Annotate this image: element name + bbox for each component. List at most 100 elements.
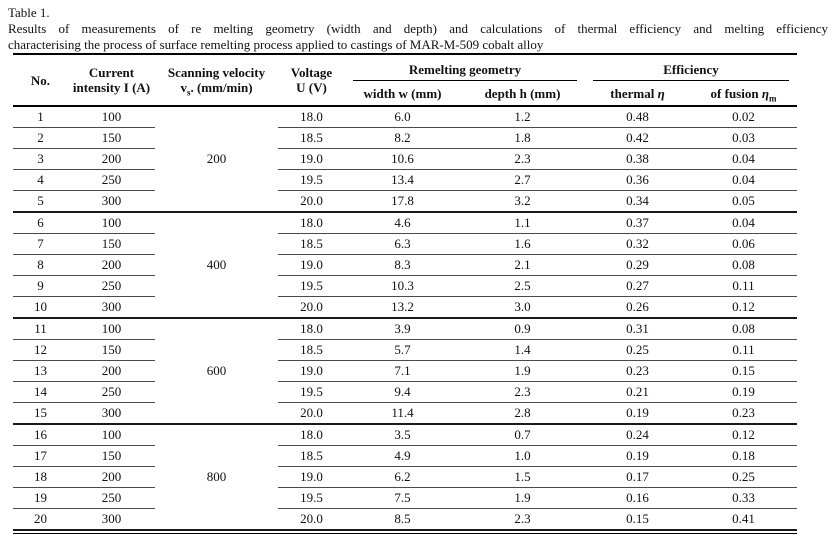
- table-row: 9 250 19.5 10.3 2.5 0.27 0.11: [13, 275, 798, 297]
- cell-depth: 0.9: [460, 318, 586, 340]
- cell-depth: 1.6: [460, 233, 586, 255]
- cell-width: 6.3: [345, 233, 460, 255]
- cell-current: 300: [68, 402, 155, 425]
- cell-no: 18: [13, 466, 68, 488]
- table-header: No. Current intensity I (A) Scanning vel…: [13, 54, 798, 107]
- cell-voltage: 18.5: [278, 339, 345, 361]
- cell-depth: 2.3: [460, 148, 586, 170]
- cell-no: 10: [13, 296, 68, 319]
- caption-label: Table 1.: [8, 5, 50, 20]
- cell-thermal: 0.31: [585, 318, 691, 340]
- table-row: 4 250 19.5 13.4 2.7 0.36 0.04: [13, 169, 798, 191]
- cell-voltage: 19.5: [278, 487, 345, 509]
- cell-voltage: 18.5: [278, 445, 345, 467]
- cell-current: 250: [68, 275, 155, 297]
- cell-no: 7: [13, 233, 68, 255]
- cell-no: 17: [13, 445, 68, 467]
- cell-width: 8.2: [345, 127, 460, 149]
- cell-thermal: 0.38: [585, 148, 691, 170]
- cell-fusion: 0.04: [690, 212, 798, 234]
- cell-fusion: 0.33: [690, 487, 798, 509]
- cell-fusion: 0.12: [690, 296, 798, 319]
- table-row: 16 100 800 18.0 3.5 0.7 0.24 0.12: [13, 424, 798, 531]
- cell-width: 13.4: [345, 169, 460, 191]
- header-group-efficiency: Efficiency: [585, 54, 797, 81]
- header-scanning-velocity: Scanning velocity vs. (mm/min): [155, 54, 278, 107]
- cell-current: 250: [68, 381, 155, 403]
- cell-current: 200: [68, 466, 155, 488]
- table-body: 1 100 200 18.0 6.0 1.2 0.48 0.02 2 150 18.5 8.2 1.8 0…: [13, 106, 798, 531]
- header-row-sub: width w (mm) depth h (mm) thermal η of f…: [13, 81, 798, 107]
- cell-current: 300: [68, 190, 155, 213]
- cell-voltage: 19.5: [278, 169, 345, 191]
- cell-voltage: 20.0: [278, 296, 345, 319]
- cell-width: 8.3: [345, 254, 460, 276]
- cell-fusion: 0.08: [690, 318, 798, 340]
- cell-width: 3.5: [345, 424, 460, 446]
- cell-current: 100: [68, 424, 155, 446]
- cell-current: 150: [68, 445, 155, 467]
- table-row: 5 300 20.0 17.8 3.2 0.34 0.05: [13, 190, 798, 213]
- cell-thermal: 0.24: [585, 424, 691, 446]
- cell-voltage: 20.0: [278, 402, 345, 425]
- cell-no: 6: [13, 212, 68, 234]
- header-no: No.: [13, 54, 68, 107]
- cell-width: 4.9: [345, 445, 460, 467]
- table-row: 15 300 20.0 11.4 2.8 0.19 0.23: [13, 402, 798, 425]
- cell-fusion: 0.08: [690, 254, 798, 276]
- cell-current: 250: [68, 169, 155, 191]
- cell-voltage: 19.5: [278, 381, 345, 403]
- cell-fusion: 0.11: [690, 275, 798, 297]
- cell-fusion: 0.02: [690, 106, 798, 128]
- cell-fusion: 0.15: [690, 360, 798, 382]
- cell-depth: 2.5: [460, 275, 586, 297]
- cell-depth: 3.2: [460, 190, 586, 213]
- cell-thermal: 0.37: [585, 212, 691, 234]
- cell-thermal: 0.34: [585, 190, 691, 213]
- cell-fusion: 0.04: [690, 169, 798, 191]
- cell-depth: 2.7: [460, 169, 586, 191]
- cell-thermal: 0.17: [585, 466, 691, 488]
- cell-fusion: 0.04: [690, 148, 798, 170]
- cell-thermal: 0.16: [585, 487, 691, 509]
- cell-voltage: 18.0: [278, 212, 345, 234]
- cell-voltage: 18.0: [278, 106, 345, 128]
- caption-text-line1: Results of measurements of re melting ge…: [8, 21, 828, 36]
- cell-fusion: 0.03: [690, 127, 798, 149]
- cell-fusion: 0.11: [690, 339, 798, 361]
- cell-thermal: 0.19: [585, 402, 691, 425]
- header-voltage: Voltage U (V): [278, 54, 345, 107]
- cell-no: 19: [13, 487, 68, 509]
- cell-velocity: 800: [155, 424, 278, 531]
- cell-voltage: 19.5: [278, 275, 345, 297]
- cell-depth: 1.1: [460, 212, 586, 234]
- table-row: 13 200 19.0 7.1 1.9 0.23 0.15: [13, 360, 798, 382]
- cell-depth: 1.8: [460, 127, 586, 149]
- cell-no: 2: [13, 127, 68, 149]
- cell-velocity: 200: [155, 106, 278, 213]
- cell-depth: 1.2: [460, 106, 586, 128]
- table-row: 18 200 19.0 6.2 1.5 0.17 0.25: [13, 466, 798, 488]
- cell-current: 300: [68, 296, 155, 319]
- table-row: 19 250 19.5 7.5 1.9 0.16 0.33: [13, 487, 798, 509]
- cell-current: 250: [68, 487, 155, 509]
- table-row: 10 300 20.0 13.2 3.0 0.26 0.12: [13, 296, 798, 319]
- header-group-remelting-geometry: Remelting geometry: [345, 54, 585, 81]
- cell-thermal: 0.36: [585, 169, 691, 191]
- table-row: 7 150 18.5 6.3 1.6 0.32 0.06: [13, 233, 798, 255]
- cell-fusion: 0.06: [690, 233, 798, 255]
- header-fusion-efficiency: of fusion ηm: [690, 81, 798, 107]
- header-row-groups: No. Current intensity I (A) Scanning vel…: [13, 54, 797, 107]
- header-current-intensity: Current intensity I (A): [68, 54, 155, 107]
- cell-width: 10.3: [345, 275, 460, 297]
- table-row: 6 100 400 18.0 4.6 1.1 0.37 0.04: [13, 212, 798, 319]
- cell-voltage: 20.0: [278, 190, 345, 213]
- cell-no: 11: [13, 318, 68, 340]
- table-row: 3 200 19.0 10.6 2.3 0.38 0.04: [13, 148, 798, 170]
- cell-width: 4.6: [345, 212, 460, 234]
- cell-thermal: 0.42: [585, 127, 691, 149]
- cell-thermal: 0.29: [585, 254, 691, 276]
- cell-no: 3: [13, 148, 68, 170]
- cell-current: 200: [68, 148, 155, 170]
- cell-thermal: 0.27: [585, 275, 691, 297]
